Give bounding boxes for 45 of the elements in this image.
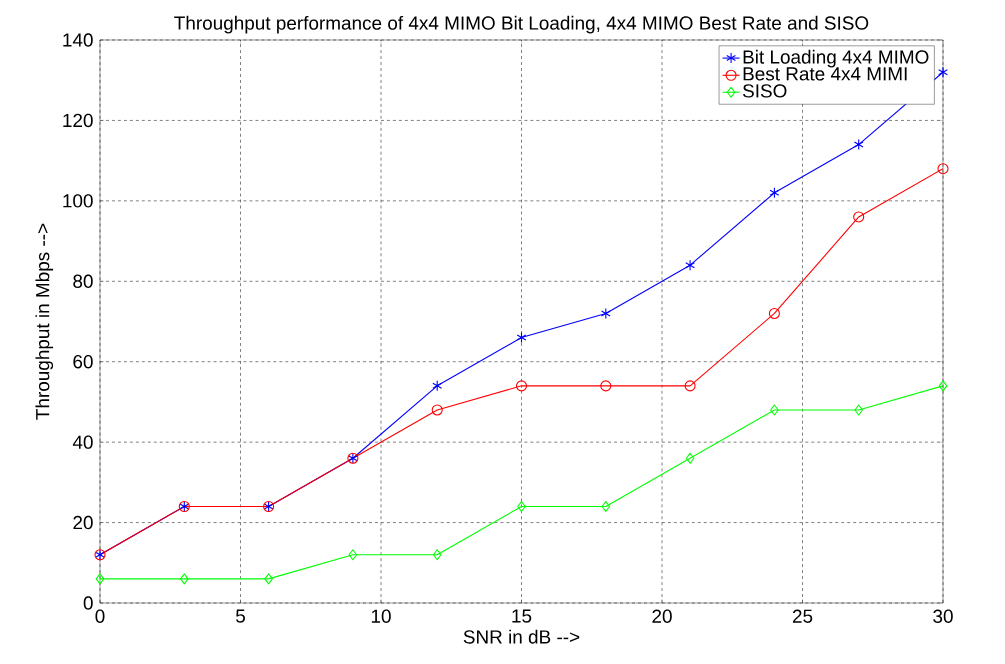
point xyxy=(853,139,864,151)
y-tick-label: 120 xyxy=(63,113,93,128)
point xyxy=(600,380,612,392)
point xyxy=(516,332,527,344)
y-axis-title: Throughput in Mbps --> xyxy=(35,223,54,420)
y-tick-label: 60 xyxy=(73,355,93,369)
point xyxy=(768,307,780,319)
point xyxy=(180,573,189,585)
x-tick-label: 15 xyxy=(512,609,532,623)
x-tick-label: 10 xyxy=(371,609,391,623)
point xyxy=(95,573,105,585)
point xyxy=(685,259,695,271)
y-tick-label: 20 xyxy=(73,515,93,530)
point xyxy=(685,452,695,464)
point xyxy=(937,163,949,175)
point xyxy=(938,380,948,392)
chart-title: Throughput performance of 4x4 MIMO Bit Loading, 4x4 MIMO Best Rate and SISO xyxy=(174,15,869,34)
point xyxy=(770,404,779,416)
legend-label: Best Rate 4x4 MIMI xyxy=(743,67,907,81)
point xyxy=(601,500,611,513)
y-tick-label: 140 xyxy=(63,33,93,47)
x-axis-title: SNR in dB --> xyxy=(463,629,580,644)
y-tick-label: 40 xyxy=(72,435,93,449)
legend-label: SISO xyxy=(742,84,787,98)
point xyxy=(769,187,780,199)
x-tick-label: 20 xyxy=(652,609,672,623)
point xyxy=(684,380,696,392)
point xyxy=(854,404,864,416)
point xyxy=(853,211,865,223)
point xyxy=(432,549,442,561)
x-tick-label: 30 xyxy=(933,609,953,623)
y-tick-label: 100 xyxy=(63,194,93,208)
x-tick-label: 25 xyxy=(792,609,813,623)
point xyxy=(600,307,611,319)
point xyxy=(432,380,443,392)
point xyxy=(431,404,443,416)
point xyxy=(264,573,273,585)
legend-label: Bit Loading 4x4 MIMO xyxy=(743,49,929,68)
x-tick-label: 0 xyxy=(95,609,105,623)
y-tick-label: 0 xyxy=(83,596,93,610)
point xyxy=(348,549,358,561)
y-tick-label: 80 xyxy=(73,274,93,288)
point xyxy=(938,66,948,78)
point xyxy=(515,380,528,392)
x-tick-label: 5 xyxy=(235,609,245,623)
